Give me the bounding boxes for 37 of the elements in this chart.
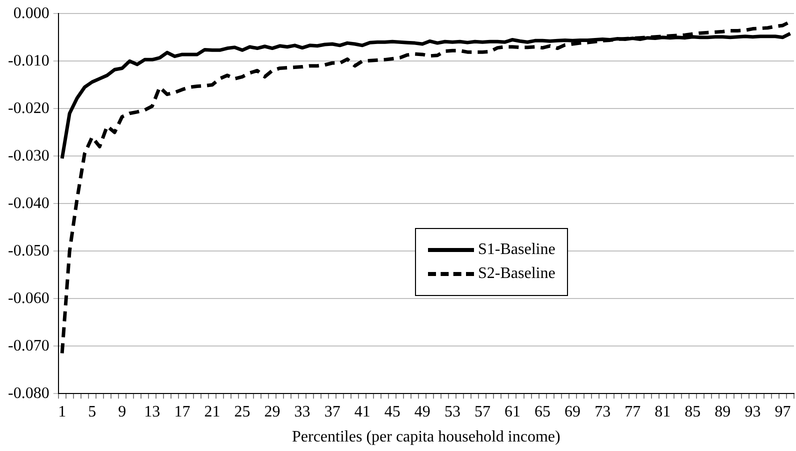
x-tick-label: 37 [324,403,340,420]
y-tick-label: -0.050 [8,242,50,260]
x-tick-label: 1 [58,403,66,420]
y-tick-label: -0.070 [8,337,50,354]
x-tick-label: 53 [444,403,460,420]
x-tick-label: 81 [654,403,671,420]
y-tick-label: -0.020 [8,100,50,117]
x-tick-label: 25 [234,403,250,420]
y-tick-label: -0.080 [8,384,50,402]
x-tick-label: 21 [204,403,220,420]
legend-label: S2-Baseline [478,265,556,283]
y-tick-label: -0.060 [8,290,50,307]
x-tick-label: 29 [264,403,280,420]
x-tick-label: 5 [88,403,96,420]
x-tick-label: 89 [714,403,731,420]
x-tick-label: 41 [354,403,370,420]
x-tick-label: 85 [684,403,701,420]
x-tick-label: 61 [504,403,520,420]
y-tick-label: -0.040 [8,194,50,212]
x-tick-label: 33 [294,403,310,420]
y-tick-label: 0.000 [13,4,50,22]
y-tick-label: -0.010 [8,52,50,70]
x-tick-label: 69 [564,403,581,420]
x-tick-label: 45 [384,403,400,420]
x-tick-label: 13 [144,403,160,420]
x-tick-label: 57 [474,403,490,420]
x-tick-label: 77 [624,403,641,420]
x-tick-label: 17 [174,403,190,420]
legend-label: S1-Baseline [478,241,556,259]
x-tick-label: 49 [414,403,430,420]
x-tick-label: 9 [118,403,126,420]
x-tick-label: 93 [744,403,761,420]
y-tick-label: -0.030 [8,147,50,164]
x-axis-title: Percentiles (per capita household income) [292,428,560,446]
x-tick-label: 97 [774,403,791,420]
x-tick-label: 73 [594,403,611,420]
x-tick-label: 65 [534,403,551,420]
